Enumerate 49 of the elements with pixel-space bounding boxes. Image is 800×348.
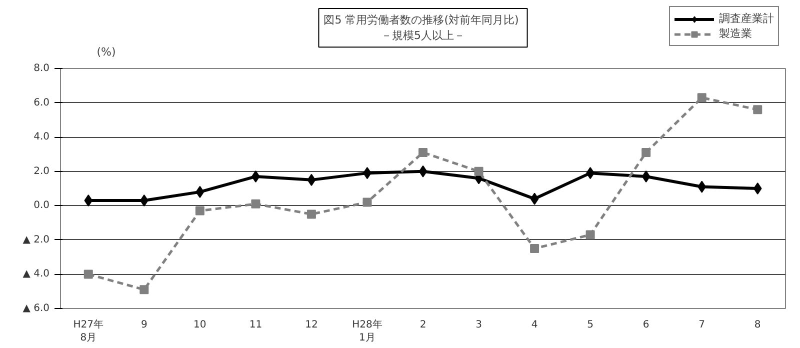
- x-tick-label: 5: [587, 320, 594, 330]
- point: [84, 270, 93, 279]
- x-tick-label: 3: [476, 320, 482, 330]
- point: [753, 105, 762, 114]
- point: [362, 198, 372, 207]
- x-tick-label: 7: [698, 320, 706, 330]
- point: [698, 180, 706, 193]
- point: [753, 182, 762, 194]
- point: [697, 93, 706, 102]
- y-tick-label: ▲ 4.0: [22, 268, 50, 280]
- x-tick-label: 12: [305, 320, 318, 330]
- y-tick-label: ▲ 6.0: [22, 303, 50, 314]
- x-tick-label: 9: [140, 320, 148, 330]
- point: [195, 206, 204, 216]
- point: [530, 244, 540, 253]
- point: [252, 170, 260, 182]
- chart-title: 図5 常用労働者数の推移(対前年同月比): [324, 14, 519, 26]
- point: [196, 186, 204, 198]
- y-tick-label: 8.0: [34, 63, 50, 74]
- x-tick-label: 10: [194, 320, 206, 330]
- y-tick-label: 6.0: [34, 97, 50, 108]
- point: [586, 230, 595, 240]
- point: [642, 170, 650, 182]
- point: [418, 165, 428, 178]
- y-tick-label: 4.0: [34, 132, 50, 143]
- point: [307, 174, 316, 186]
- point: [530, 192, 539, 205]
- point: [84, 194, 93, 206]
- point: [251, 199, 260, 208]
- x-tick-label: H28年 1月: [352, 318, 382, 344]
- x-tick-label: H27年 8月: [73, 318, 104, 344]
- x-tick-label: 6: [642, 320, 650, 330]
- point: [140, 194, 148, 206]
- legend-label: 製造業: [719, 26, 752, 41]
- point: [642, 148, 651, 157]
- chart-subtitle: －規模5人以上－: [381, 29, 465, 42]
- point: [306, 210, 316, 219]
- point: [474, 166, 484, 176]
- y-tick-label: ▲ 2.0: [22, 234, 50, 246]
- y-axis-title: (%): [96, 46, 116, 58]
- x-tick-label: 11: [249, 320, 262, 330]
- x-tick-label: 4: [531, 320, 538, 330]
- point: [418, 148, 428, 157]
- x-tick-label: 2: [420, 320, 426, 330]
- y-tick-label: 0.0: [34, 200, 50, 212]
- y-tick-label: 2.0: [34, 166, 50, 177]
- legend-label: 調査産業計: [719, 11, 774, 26]
- point: [140, 285, 149, 294]
- x-tick-label: 8: [754, 320, 761, 330]
